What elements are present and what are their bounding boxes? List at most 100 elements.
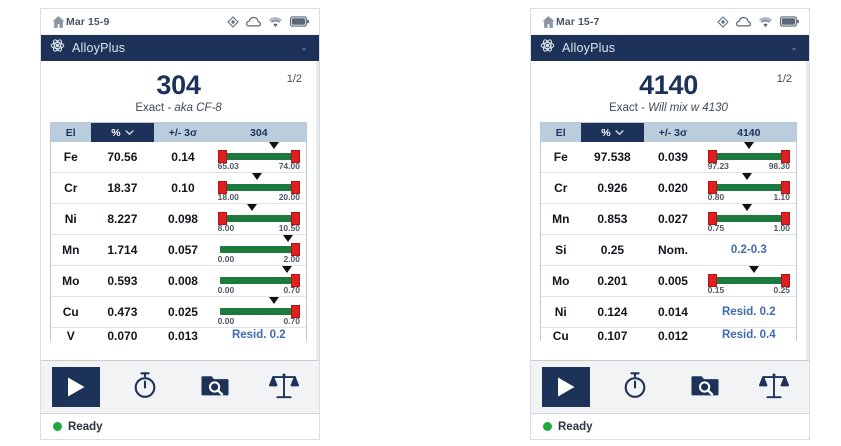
table-row[interactable]: Cr 18.37 0.10 18.00 20.00 bbox=[51, 172, 306, 205]
table-row[interactable]: Cu 0.473 0.025 0.00 0.70 bbox=[51, 296, 306, 329]
column-header-percent[interactable]: % bbox=[90, 123, 155, 143]
table-row[interactable]: Ni 8.227 0.098 8.00 10.50 bbox=[51, 203, 306, 236]
home-icon[interactable] bbox=[541, 15, 556, 29]
range-bar-track bbox=[219, 307, 298, 315]
cell-grade-range: 65.03 74.00 bbox=[212, 141, 306, 172]
table-row[interactable]: Mn 1.714 0.057 0.00 2.00 bbox=[51, 234, 306, 267]
table-row[interactable]: Ni 0.124 0.014 Resid. 0.2 bbox=[541, 297, 796, 329]
os-status-bar: Mar 15-7 bbox=[531, 9, 809, 35]
chevron-down-icon[interactable] bbox=[614, 129, 624, 136]
cell-grade-range: 97.23 98.30 bbox=[702, 141, 796, 172]
app-title: AlloyPlus bbox=[562, 41, 616, 55]
range-bar: 8.00 10.50 bbox=[217, 203, 300, 233]
range-min-label: 18.00 bbox=[217, 191, 239, 202]
cell-percent: 97.538 bbox=[594, 150, 631, 165]
status-indicators bbox=[717, 15, 799, 28]
home-icon[interactable] bbox=[51, 15, 66, 29]
range-max-label: 0.70 bbox=[283, 315, 300, 326]
table-row[interactable]: Fe 70.56 0.14 65.03 74.00 bbox=[51, 141, 306, 174]
compare-button[interactable] bbox=[740, 361, 810, 413]
status-text: Ready bbox=[68, 420, 103, 433]
column-header-sigma[interactable]: +/- 3σ bbox=[168, 126, 198, 139]
stopwatch-icon bbox=[132, 371, 158, 404]
cell-sigma: 0.005 bbox=[657, 274, 688, 289]
cell-element: Cu bbox=[552, 329, 569, 342]
range-bar-track bbox=[709, 183, 788, 191]
cloud-icon bbox=[736, 16, 751, 27]
range-bar-track bbox=[709, 152, 788, 160]
column-header-percent[interactable]: % bbox=[580, 123, 645, 143]
page-indicator[interactable]: 1/2 bbox=[286, 73, 302, 85]
table-row[interactable]: Cr 0.926 0.020 0.80 1.10 bbox=[541, 172, 796, 205]
column-header-element[interactable]: El bbox=[65, 126, 76, 139]
play-icon bbox=[51, 367, 100, 407]
start-button[interactable] bbox=[41, 361, 111, 413]
cell-percent: 0.926 bbox=[597, 181, 628, 196]
column-header-element[interactable]: El bbox=[555, 126, 566, 139]
wifi-icon bbox=[758, 16, 773, 28]
range-bar-min-cap bbox=[707, 149, 717, 163]
measured-value-marker bbox=[268, 296, 279, 304]
cell-percent: 0.070 bbox=[107, 329, 138, 342]
cell-percent: 0.107 bbox=[597, 329, 628, 342]
table-row[interactable]: Fe 97.538 0.039 97.23 98.30 bbox=[541, 141, 796, 174]
bottom-toolbar bbox=[41, 360, 319, 413]
composition-table: El% +/- 3σ 304 Fe 70.56 0.14 65.03 74.00 Cr 18.37… bbox=[50, 122, 307, 342]
table-row[interactable]: Mo 0.201 0.005 0.15 0.25 bbox=[541, 265, 796, 298]
column-header-sigma[interactable]: +/- 3σ bbox=[658, 126, 688, 139]
cell-percent: 0.25 bbox=[600, 243, 625, 258]
cell-element: Ni bbox=[64, 212, 77, 227]
minimize-button[interactable]: - bbox=[792, 41, 796, 55]
compare-button[interactable] bbox=[250, 361, 320, 413]
composition-table: El% +/- 3σ 4140 Fe 97.538 0.039 97.23 98.30 Cr 0.… bbox=[540, 122, 797, 342]
table-row[interactable]: Mo 0.593 0.008 0.00 0.70 bbox=[51, 265, 306, 298]
cell-sigma: 0.025 bbox=[167, 305, 198, 320]
page-indicator[interactable]: 1/2 bbox=[776, 73, 792, 85]
app-title-bar: AlloyPlus - bbox=[531, 35, 809, 61]
cell-grade-range: 0.00 0.70 bbox=[212, 265, 306, 296]
range-min-label: 0.80 bbox=[707, 191, 725, 202]
range-bar-max-cap bbox=[780, 273, 790, 287]
range-min-label: 0.75 bbox=[707, 222, 725, 233]
minimize-button[interactable]: - bbox=[302, 41, 306, 55]
match-quality-label: Exact - aka CF-8 bbox=[135, 102, 222, 115]
column-header-grade[interactable]: 4140 bbox=[737, 126, 761, 139]
range-bar-track bbox=[219, 183, 298, 191]
table-row[interactable]: V 0.070 0.013 Resid. 0.2 bbox=[51, 328, 306, 342]
wifi-icon bbox=[268, 16, 283, 28]
range-bar-min-cap bbox=[217, 149, 227, 163]
instrument-device-right: Mar 15-7 AlloyPlus - 1/2 4140 Exact - Will mi… bbox=[530, 8, 810, 440]
table-header-row: El% +/- 3σ 304 bbox=[51, 123, 306, 143]
result-header: 1/2 4140 Exact - Will mix w 4130 bbox=[531, 61, 806, 122]
browse-button[interactable] bbox=[670, 361, 740, 413]
chevron-down-icon[interactable] bbox=[124, 129, 134, 136]
timer-button[interactable] bbox=[111, 361, 181, 413]
measured-value-marker bbox=[742, 172, 753, 180]
cell-percent: 18.37 bbox=[107, 181, 138, 196]
range-note: Resid. 0.4 bbox=[721, 329, 776, 342]
range-bar-track bbox=[219, 245, 298, 253]
column-header-grade[interactable]: 304 bbox=[250, 126, 268, 139]
range-bar-track bbox=[219, 214, 298, 222]
table-row[interactable]: Mn 0.853 0.027 0.75 1.00 bbox=[541, 203, 796, 236]
browse-button[interactable] bbox=[180, 361, 250, 413]
start-button[interactable] bbox=[531, 361, 601, 413]
range-max-label: 98.30 bbox=[768, 160, 790, 171]
range-bar-max-cap bbox=[780, 149, 790, 163]
os-status-bar: Mar 15-9 bbox=[41, 9, 319, 35]
table-row[interactable]: Si 0.25 Nom. 0.2-0.3 bbox=[541, 235, 796, 267]
timer-button[interactable] bbox=[601, 361, 671, 413]
instrument-device-left: Mar 15-9 AlloyPlus - 1/2 304 Exact - aka CF-8… bbox=[40, 8, 320, 440]
range-bar-max-cap bbox=[290, 211, 300, 225]
cell-element: Fe bbox=[63, 150, 78, 165]
column-header-percent-label: % bbox=[601, 126, 611, 139]
range-bar-max-cap bbox=[290, 180, 300, 194]
range-bar-max-cap bbox=[290, 304, 300, 318]
app-title: AlloyPlus bbox=[72, 41, 126, 55]
status-footer: Ready bbox=[41, 413, 319, 439]
range-bar-track bbox=[709, 276, 788, 284]
status-indicators bbox=[227, 15, 309, 28]
table-row[interactable]: Cu 0.107 0.012 Resid. 0.4 bbox=[541, 328, 796, 342]
cell-grade-range: 0.80 1.10 bbox=[702, 172, 796, 203]
column-header-percent-label: % bbox=[111, 126, 121, 139]
